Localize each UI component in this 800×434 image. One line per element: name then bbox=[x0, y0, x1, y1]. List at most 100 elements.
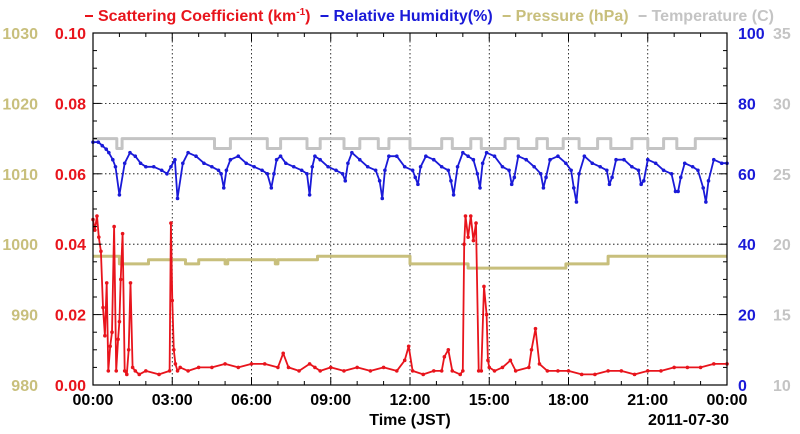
relative-humidity-point bbox=[387, 154, 391, 158]
relative-humidity-point bbox=[653, 161, 658, 166]
temperature-axis-tick-label: 20 bbox=[773, 237, 791, 254]
humidity-axis-tick-label: 0 bbox=[738, 378, 747, 395]
scattering-coefficient-point bbox=[122, 369, 127, 373]
scattering-coefficient-point bbox=[537, 362, 542, 366]
scattering-coefficient-point bbox=[104, 281, 109, 285]
scattering-coefficient-point bbox=[442, 355, 447, 359]
x-tick-label: 06:00 bbox=[231, 392, 272, 409]
relative-humidity-point bbox=[484, 150, 489, 155]
pressure-line bbox=[93, 254, 727, 270]
relative-humidity-point bbox=[541, 186, 546, 190]
scattering-coefficient-point bbox=[103, 333, 107, 338]
scattering-coefficient-point bbox=[110, 330, 114, 335]
temperature-axis-tick-label: 10 bbox=[773, 378, 791, 395]
relative-humidity-point bbox=[661, 168, 666, 173]
scattering-coefficient-point bbox=[556, 369, 560, 373]
relative-humidity-point bbox=[181, 161, 185, 166]
relative-humidity-point bbox=[478, 186, 482, 190]
humidity-axis-tick-label: 100 bbox=[738, 26, 765, 43]
relative-humidity-point bbox=[318, 157, 322, 162]
relative-humidity-point bbox=[159, 168, 164, 173]
relative-humidity-point bbox=[394, 154, 399, 158]
relative-humidity-point bbox=[236, 154, 241, 158]
relative-humidity-point bbox=[682, 161, 687, 166]
pressure-series bbox=[93, 254, 727, 270]
scattering-coefficient-point bbox=[462, 242, 466, 246]
legend-label: Temperature (C) bbox=[652, 8, 774, 25]
x-axis-title: Time (JST) bbox=[369, 412, 451, 429]
relative-humidity-point bbox=[466, 154, 470, 158]
relative-humidity-point bbox=[194, 154, 198, 158]
relative-humidity-point bbox=[111, 157, 115, 162]
scattering-axis-tick-label: 0.10 bbox=[55, 26, 86, 43]
relative-humidity-point bbox=[678, 175, 683, 180]
relative-humidity-point bbox=[100, 143, 105, 148]
legend-entry: Scattering Coefficient (km-1) bbox=[85, 7, 311, 25]
scattering-coefficient-point bbox=[249, 362, 254, 366]
relative-humidity-point bbox=[133, 154, 138, 158]
relative-humidity-point bbox=[673, 189, 678, 194]
scattering-coefficient-point bbox=[120, 231, 125, 236]
relative-humidity-point bbox=[173, 157, 177, 162]
relative-humidity-series bbox=[91, 140, 729, 204]
relative-humidity-point bbox=[313, 154, 317, 158]
scattering-coefficient-point bbox=[262, 362, 267, 366]
relative-humidity-point bbox=[122, 161, 127, 166]
scattering-coefficient-point bbox=[529, 348, 534, 352]
scattering-coefficient-point bbox=[236, 365, 241, 370]
pressure-axis-tick-label: 1020 bbox=[2, 96, 38, 113]
scattering-coefficient-point bbox=[170, 298, 175, 303]
relative-humidity-point bbox=[719, 161, 724, 166]
scattering-coefficient-point bbox=[169, 221, 173, 225]
pressure-axis-tick-label: 1000 bbox=[2, 237, 38, 254]
relative-humidity-point bbox=[500, 164, 505, 169]
axis-tick-marks bbox=[93, 32, 727, 386]
relative-humidity-point bbox=[228, 157, 233, 162]
relative-humidity-point bbox=[307, 193, 312, 197]
scattering-coefficient-point bbox=[484, 312, 489, 317]
scattering-coefficient-point bbox=[487, 365, 492, 370]
pressure-axis-tick-label: 1010 bbox=[2, 167, 38, 184]
relative-humidity-point bbox=[202, 161, 206, 166]
relative-humidity-point bbox=[410, 168, 415, 173]
relative-humidity-point bbox=[221, 186, 226, 190]
scattering-coefficient-point bbox=[606, 369, 610, 373]
scattering-coefficient-point bbox=[99, 249, 103, 254]
relative-humidity-point bbox=[577, 172, 581, 176]
date-label: 2011-07-30 bbox=[648, 412, 729, 429]
x-tick-label: 18:00 bbox=[548, 392, 589, 409]
relative-humidity-point bbox=[291, 164, 296, 169]
relative-humidity-point bbox=[564, 161, 568, 166]
relative-humidity-point bbox=[310, 164, 315, 169]
relative-humidity-point bbox=[165, 172, 169, 176]
relative-humidity-point bbox=[274, 157, 279, 162]
scattering-coefficient-point bbox=[566, 369, 571, 373]
relative-humidity-point bbox=[365, 164, 370, 169]
relative-humidity-point bbox=[574, 200, 579, 204]
relative-humidity-point bbox=[524, 157, 529, 162]
relative-humidity-point bbox=[598, 164, 602, 169]
relative-humidity-point bbox=[548, 157, 552, 162]
relative-humidity-point bbox=[461, 150, 465, 155]
x-tick-label: 09:00 bbox=[310, 392, 351, 409]
relative-humidity-point bbox=[512, 175, 517, 180]
legend-label: Relative Humidity(%) bbox=[334, 8, 493, 25]
relative-humidity-point bbox=[701, 186, 706, 190]
scattering-axis-tick-label: 0.06 bbox=[55, 167, 86, 184]
legend-label: Pressure (hPa) bbox=[516, 8, 629, 25]
relative-humidity-point bbox=[373, 168, 378, 173]
relative-humidity-point bbox=[475, 172, 480, 176]
relative-humidity-point bbox=[278, 154, 283, 158]
temperature-axis-tick-label: 25 bbox=[773, 167, 791, 184]
relative-humidity-point bbox=[96, 140, 101, 144]
scattering-coefficient-point bbox=[167, 369, 172, 373]
scattering-coefficient-point bbox=[125, 372, 129, 377]
relative-humidity-point bbox=[350, 150, 354, 155]
humidity-axis-tick-label: 40 bbox=[738, 237, 756, 254]
scattering-coefficient-point bbox=[492, 369, 497, 373]
scattering-coefficient-point bbox=[172, 348, 176, 352]
relative-humidity-point bbox=[113, 164, 118, 169]
scattering-coefficient-point bbox=[355, 365, 359, 370]
relative-humidity-point bbox=[418, 164, 423, 169]
relative-humidity-point bbox=[690, 164, 695, 169]
